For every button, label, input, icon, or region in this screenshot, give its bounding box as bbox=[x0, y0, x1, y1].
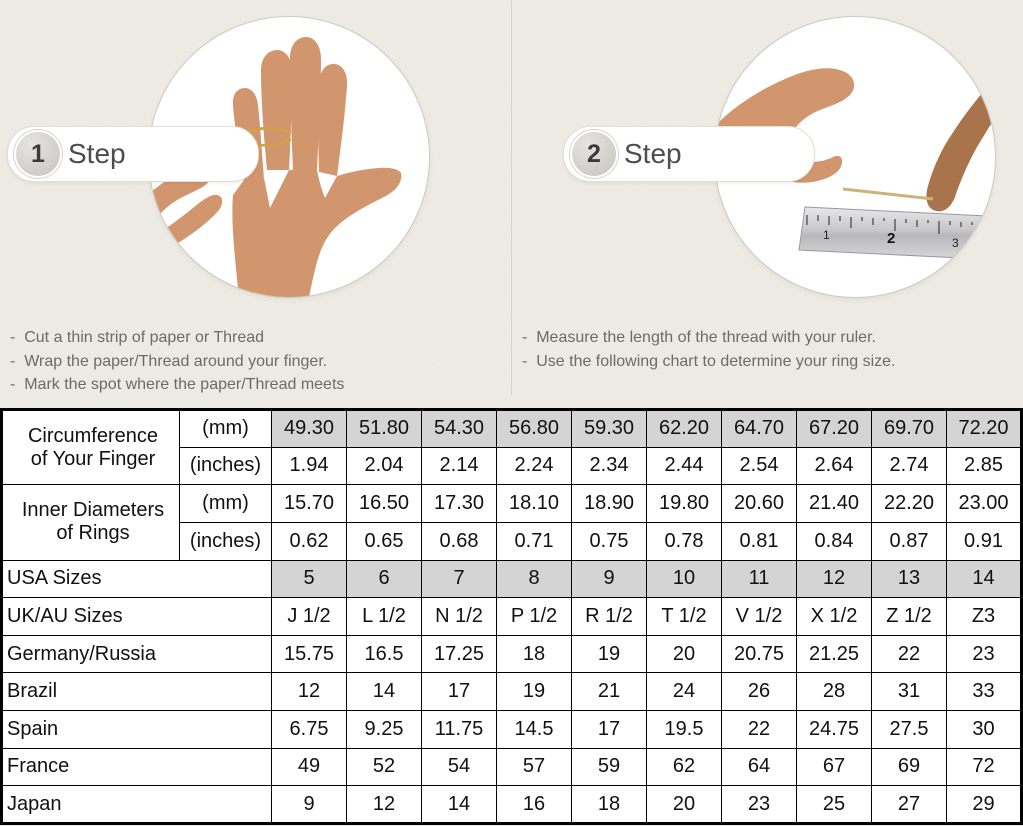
svg-text:2: 2 bbox=[887, 230, 895, 247]
svg-text:3: 3 bbox=[952, 236, 959, 250]
svg-text:1: 1 bbox=[823, 228, 830, 242]
